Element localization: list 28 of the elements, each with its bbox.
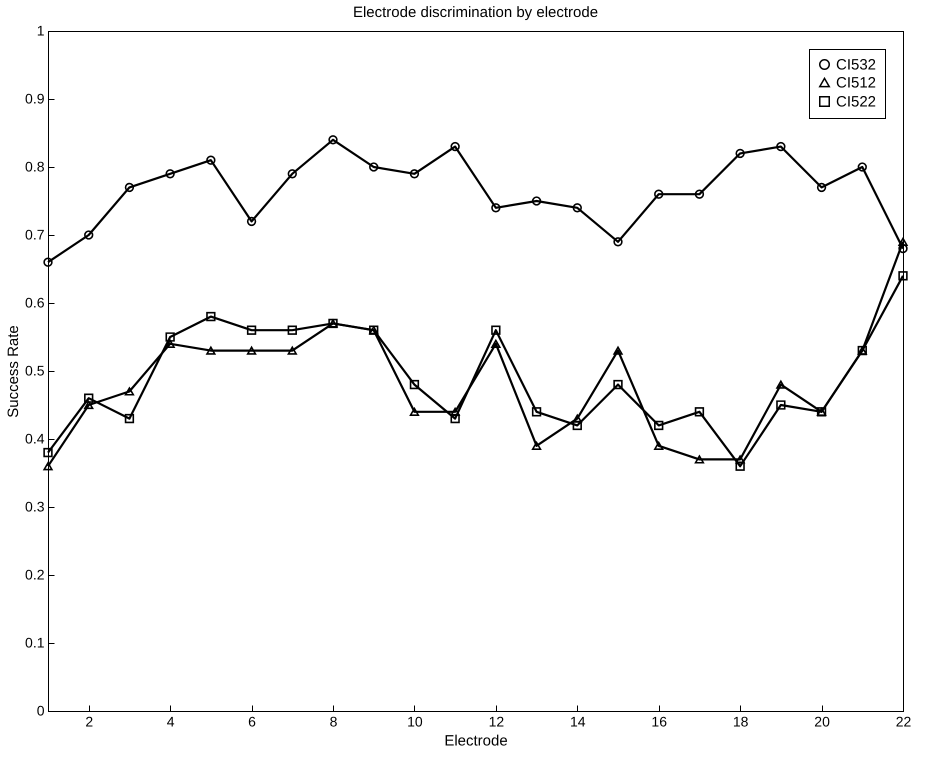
y-tick-label: 0.5 — [25, 362, 45, 378]
x-tick-label: 20 — [814, 714, 830, 730]
x-tick-label: 22 — [896, 714, 912, 730]
x-tick-label: 16 — [651, 714, 668, 730]
y-tick-label: 0.4 — [25, 430, 45, 446]
x-tick-label: 6 — [248, 714, 256, 730]
x-tick-label: 4 — [166, 714, 175, 730]
x-tick-label: 18 — [732, 714, 749, 730]
legend-label: CI522 — [836, 94, 876, 110]
y-axis-title: Success Rate — [5, 325, 22, 418]
y-tick-label: 1 — [36, 22, 45, 38]
x-tick-label: 14 — [570, 714, 586, 730]
y-tick-label: 0.3 — [25, 498, 45, 514]
y-tick-label: 0.6 — [25, 294, 45, 310]
y-tick-label: 0 — [36, 702, 45, 718]
x-tick-label: 2 — [85, 714, 94, 730]
chart-title: Electrode discrimination by electrode — [352, 4, 598, 21]
x-tick-label: 8 — [330, 714, 338, 730]
y-tick-label: 0.2 — [25, 566, 45, 582]
x-axis-title: Electrode — [444, 732, 508, 750]
y-tick-label: 0.9 — [25, 90, 45, 106]
legend-label: CI512 — [836, 74, 876, 92]
y-tick-label: 0.8 — [25, 158, 45, 174]
legend-label: CI532 — [836, 56, 876, 74]
x-tick-label: 12 — [488, 714, 504, 730]
x-tick-label: 10 — [407, 714, 423, 730]
y-tick-label: 0.7 — [25, 226, 45, 242]
y-tick-label: 0.1 — [25, 634, 45, 650]
